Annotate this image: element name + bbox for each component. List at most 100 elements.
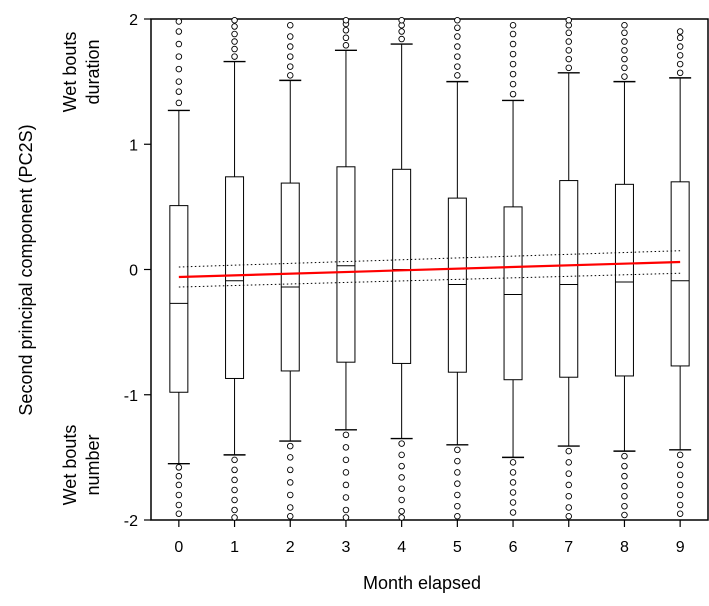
outlier-point xyxy=(565,492,573,500)
outlier-point xyxy=(454,491,461,499)
outlier-point xyxy=(676,471,684,479)
boxes xyxy=(167,17,692,521)
box xyxy=(392,168,412,364)
outlier-point xyxy=(621,482,628,490)
outlier-point xyxy=(398,474,405,481)
outlier-point xyxy=(175,464,183,471)
outlier-point xyxy=(509,469,517,476)
outlier-point xyxy=(342,17,350,24)
y-label-bottom-line2: number xyxy=(83,434,103,495)
outlier-point xyxy=(621,22,628,29)
trend-line xyxy=(178,260,681,279)
outlier-point xyxy=(454,480,461,487)
outlier-point xyxy=(621,55,628,63)
outlier-point xyxy=(175,53,183,60)
outlier-point xyxy=(565,17,573,24)
outlier-point xyxy=(565,504,573,511)
outlier-point xyxy=(398,35,405,43)
outlier-point xyxy=(509,30,517,38)
outlier-point xyxy=(565,47,573,54)
outlier-point xyxy=(621,64,628,72)
outlier-point xyxy=(287,33,294,40)
outlier-point xyxy=(676,481,684,489)
y-label-top-line2: duration xyxy=(83,39,103,104)
outlier-point xyxy=(509,22,517,29)
outlier-point xyxy=(398,485,405,492)
outlier-point xyxy=(454,457,461,465)
outlier-point xyxy=(509,489,517,496)
outlier-point xyxy=(287,491,294,499)
x-tick-label: 1 xyxy=(230,539,239,556)
outlier-point xyxy=(175,491,183,499)
box xyxy=(559,180,579,378)
outlier-point xyxy=(565,459,573,466)
outlier-point xyxy=(231,476,238,484)
outlier-point xyxy=(676,491,684,499)
outlier-point xyxy=(287,72,294,79)
x-axis-label: Month elapsed xyxy=(363,573,481,593)
outlier-point xyxy=(342,27,350,34)
x-tick-label: 6 xyxy=(509,539,518,556)
outlier-point xyxy=(175,28,183,35)
outlier-point xyxy=(398,462,405,470)
y-label-bottom-line1: Wet bouts xyxy=(60,425,80,506)
box-group xyxy=(390,17,413,521)
outlier-point xyxy=(342,514,350,521)
outlier-point xyxy=(175,65,183,73)
outlier-point xyxy=(454,502,461,510)
outlier-point xyxy=(231,30,238,38)
outlier-point xyxy=(231,486,238,494)
outlier-point xyxy=(621,511,628,519)
outlier-point xyxy=(398,507,405,515)
outlier-point xyxy=(175,78,183,85)
x-tick-label: 2 xyxy=(286,539,295,556)
box-group xyxy=(669,28,692,517)
outlier-point xyxy=(231,466,238,474)
outlier-point xyxy=(287,504,294,511)
outlier-point xyxy=(509,90,517,98)
x-tick-label: 3 xyxy=(341,539,350,556)
outlier-point xyxy=(287,63,294,70)
outlier-point xyxy=(287,442,294,450)
x-tick-label: 5 xyxy=(453,539,462,556)
x-tick-label: 0 xyxy=(174,539,183,556)
box xyxy=(447,197,467,373)
outlier-point xyxy=(565,481,573,489)
box xyxy=(225,176,245,379)
box xyxy=(336,166,356,363)
outlier-point xyxy=(175,510,183,517)
outlier-point xyxy=(231,53,238,60)
outlier-point xyxy=(676,69,684,77)
outlier-point xyxy=(454,512,461,520)
outlier-point xyxy=(342,444,350,451)
box-group xyxy=(613,22,636,519)
outlier-point xyxy=(621,502,628,510)
outlier-point xyxy=(509,80,517,88)
outlier-point xyxy=(509,479,517,486)
outlier-point xyxy=(621,492,628,500)
outlier-point xyxy=(231,506,238,514)
outlier-point xyxy=(342,469,350,476)
outlier-point xyxy=(398,451,405,459)
outlier-point xyxy=(398,28,405,35)
outlier-point xyxy=(287,512,294,520)
outlier-point xyxy=(287,454,294,461)
outlier-point xyxy=(231,456,238,464)
y-tick-label: 1 xyxy=(129,137,138,154)
outlier-point xyxy=(342,431,350,439)
outlier-point xyxy=(509,459,517,466)
outlier-point xyxy=(231,496,238,504)
y-label-top-line1: Wet bouts xyxy=(60,32,80,113)
outlier-point xyxy=(454,33,461,40)
outlier-point xyxy=(342,506,350,514)
outlier-point xyxy=(287,53,294,60)
outlier-point xyxy=(565,447,573,455)
outlier-point xyxy=(175,40,183,48)
outlier-point xyxy=(454,446,461,454)
outlier-point xyxy=(454,469,461,476)
outlier-point xyxy=(565,470,573,477)
box xyxy=(280,182,300,372)
outlier-point xyxy=(231,17,238,24)
x-tick-label: 9 xyxy=(676,539,685,556)
outlier-point xyxy=(342,456,350,464)
